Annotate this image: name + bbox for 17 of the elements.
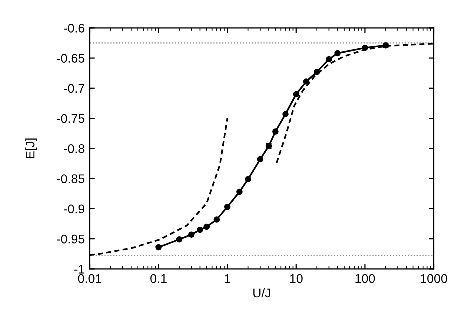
y-tick-label: -0.8 — [64, 144, 85, 154]
x-axis-title: U/J — [254, 288, 270, 298]
x-tick-label: 10 — [290, 274, 303, 284]
x-tick-label: 1 — [225, 274, 230, 284]
y-tick-label: -0.6 — [64, 24, 85, 33]
y-tick-label: -0.7 — [64, 84, 85, 94]
y-tick-label: -1 — [74, 265, 85, 274]
x-tick-label: 0.01 — [78, 274, 102, 284]
y-tick-label: -0.65 — [57, 54, 85, 63]
x-tick-label: 1000 — [421, 274, 448, 284]
y-tick-label: -0.95 — [57, 234, 85, 244]
y-tick-label: -0.9 — [64, 204, 85, 214]
y-axis-title: E[J] — [26, 138, 38, 158]
x-tick-label: 100 — [356, 274, 376, 284]
x-tick-label: 0.1 — [150, 274, 167, 284]
y-tick-label: -0.75 — [57, 114, 85, 124]
y-tick-label: -0.85 — [57, 174, 85, 184]
